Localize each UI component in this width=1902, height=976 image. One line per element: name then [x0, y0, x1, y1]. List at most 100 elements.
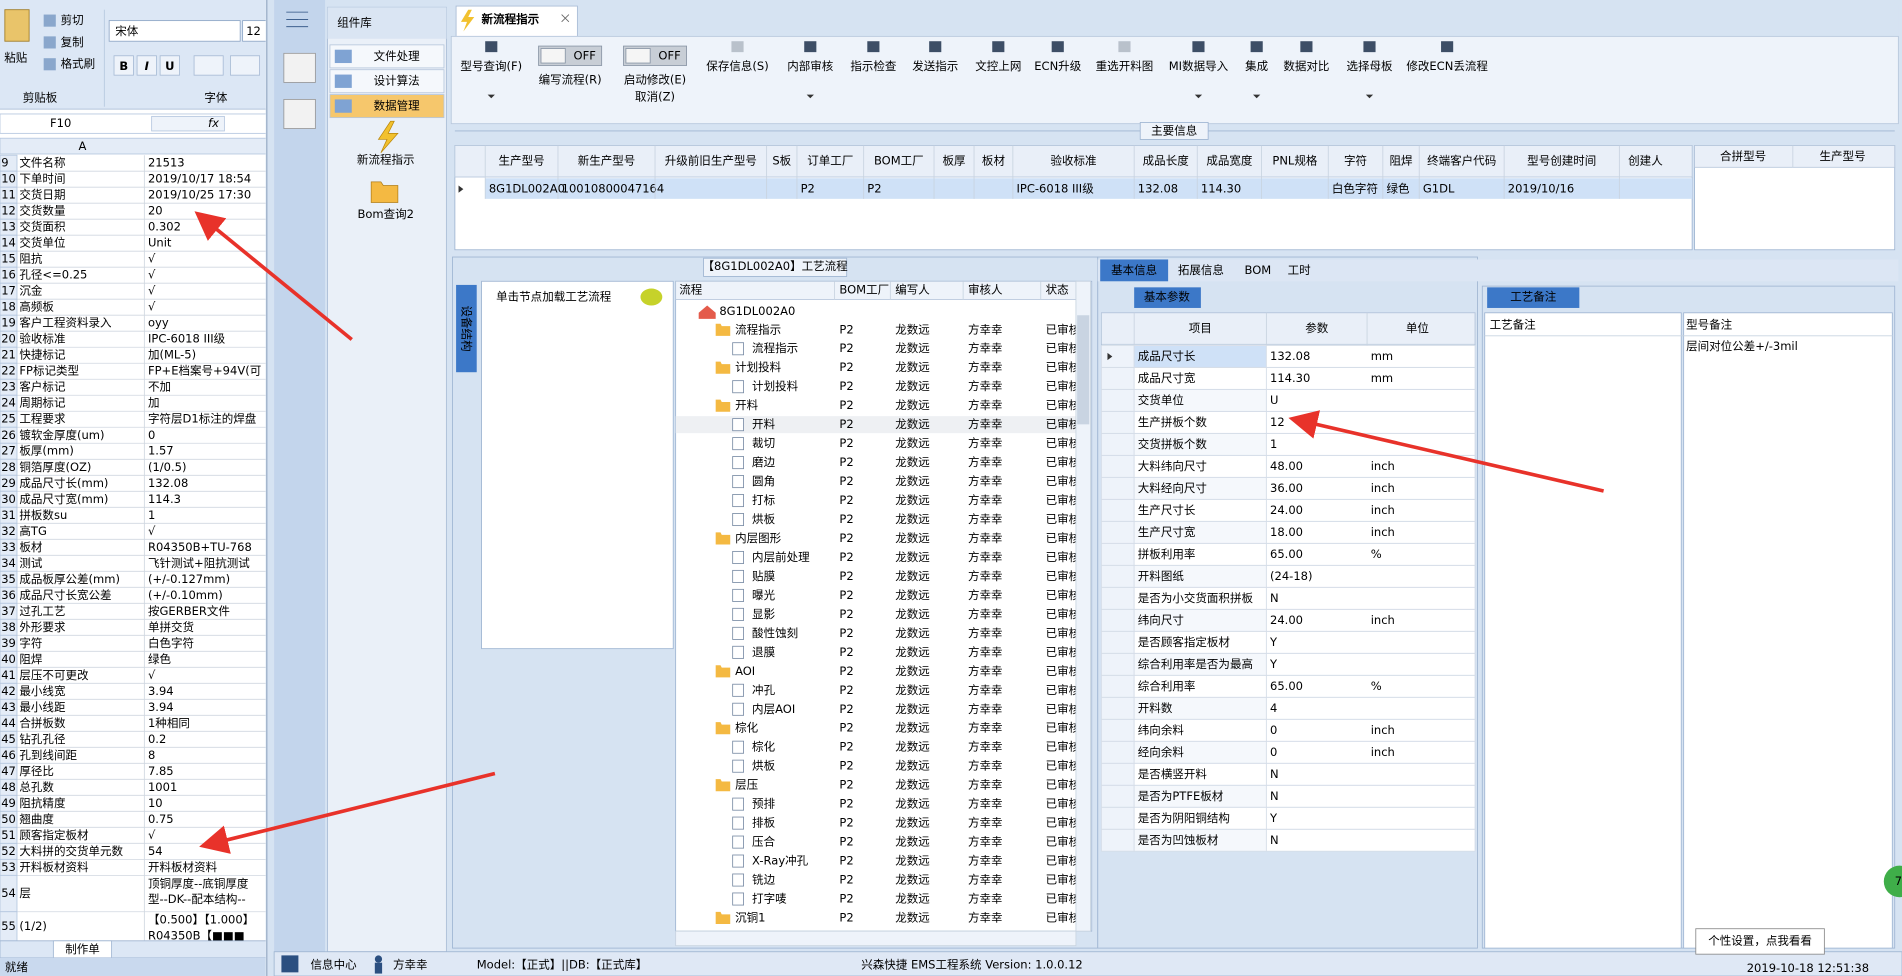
sidebar-item-label[interactable]: 设计算法: [374, 74, 420, 88]
tree-node[interactable]: 棕化: [752, 740, 776, 754]
tree-node[interactable]: 冲孔: [752, 683, 776, 697]
ribbon-button[interactable]: 粘贴: [4, 51, 28, 65]
tree-node[interactable]: 预排: [752, 797, 776, 811]
tree-node[interactable]: 打标: [752, 493, 776, 507]
border-button[interactable]: [193, 55, 224, 76]
toolbar-button[interactable]: 指示检查: [850, 59, 897, 73]
detail-tab[interactable]: [1100, 259, 1169, 282]
toolbar-icon: [1363, 41, 1376, 53]
notes-tab-label[interactable]: 工艺备注: [1510, 290, 1557, 304]
tree-node[interactable]: 棕化: [735, 721, 759, 735]
tree-cell: 龙数远: [895, 455, 930, 469]
tree-node[interactable]: 层压: [735, 778, 758, 792]
tree-node[interactable]: 打字唛: [752, 892, 787, 906]
cell-value: √: [148, 668, 156, 682]
detail-tab-label[interactable]: 拓展信息: [1178, 263, 1224, 277]
ribbon-button[interactable]: 复制: [61, 35, 84, 49]
tree-node[interactable]: 烘板: [752, 759, 776, 773]
toolbar-button[interactable]: 数据对比: [1283, 59, 1329, 73]
format-button[interactable]: [136, 55, 157, 76]
font-name-box[interactable]: [108, 20, 241, 42]
tree-node[interactable]: 曝光: [752, 588, 776, 602]
tree-node[interactable]: 圆角: [752, 474, 775, 488]
detail-tab[interactable]: [1170, 259, 1232, 282]
format-button-label[interactable]: B: [119, 59, 128, 73]
tree-node[interactable]: 退膜: [752, 645, 776, 659]
tree-node[interactable]: 开料: [735, 398, 759, 412]
toolbar-button[interactable]: 编写流程(R): [539, 73, 602, 87]
sub-tab-label[interactable]: 基本参数: [1144, 290, 1191, 304]
tree-node[interactable]: 裁切: [752, 436, 775, 450]
tree-node[interactable]: 贴膜: [752, 569, 776, 583]
tree-node[interactable]: 酸性蚀刻: [752, 626, 798, 640]
column-header: 创建人: [1628, 154, 1663, 168]
format-button[interactable]: [113, 55, 134, 76]
sidebar-item[interactable]: [329, 44, 445, 69]
toolbar-button[interactable]: 保存信息(S): [706, 59, 768, 73]
detail-tab[interactable]: [1243, 259, 1273, 282]
sheet-tab-label[interactable]: 制作单: [65, 942, 100, 956]
detail-tab[interactable]: [1283, 259, 1315, 282]
toolbar-button[interactable]: 重选开料图: [1096, 59, 1154, 73]
tool-label[interactable]: Bom查询2: [357, 207, 414, 221]
toolbar-button[interactable]: 型号查询(F): [460, 59, 522, 73]
param-value: 0: [1270, 723, 1277, 737]
font-size-box[interactable]: [242, 20, 270, 42]
tree-node[interactable]: 压合: [752, 835, 776, 849]
tree-node[interactable]: AOI: [735, 664, 755, 678]
toolbar-button[interactable]: 内部审核: [787, 59, 834, 73]
detail-tab-label[interactable]: 基本信息: [1111, 263, 1157, 277]
detail-tab-label[interactable]: BOM: [1245, 263, 1272, 277]
tree-node[interactable]: 开料: [752, 417, 776, 431]
notes-tab[interactable]: [1487, 287, 1580, 308]
tree-node[interactable]: 烘板: [752, 512, 776, 526]
tree-node[interactable]: 计划投料: [735, 360, 782, 374]
tree-node[interactable]: 内层图形: [735, 531, 782, 545]
format-button[interactable]: [159, 55, 180, 76]
tree-node[interactable]: 磨边: [752, 455, 776, 469]
toolbar-button[interactable]: MI数据导入: [1169, 59, 1229, 73]
toolbar-button[interactable]: 选择母板: [1346, 59, 1393, 73]
format-button-label[interactable]: U: [165, 59, 174, 73]
row-indicator: [458, 185, 464, 193]
sidebar-item[interactable]: [329, 69, 445, 94]
toolbar-button[interactable]: 取消(Z): [635, 89, 675, 103]
status-text[interactable]: 信息中心: [311, 958, 358, 972]
toolbar-button[interactable]: 发送指示: [912, 59, 958, 73]
toolbar-button[interactable]: 集成: [1245, 59, 1269, 73]
tool-label[interactable]: 新流程指示: [357, 153, 415, 167]
tree-cell: 方幸幸: [968, 607, 1003, 621]
tree-node[interactable]: 内层AOI: [752, 702, 795, 716]
side-tab[interactable]: [456, 284, 477, 373]
fill-button[interactable]: [230, 55, 261, 76]
cell-value: 1: [148, 508, 155, 522]
tree-node[interactable]: 流程指示: [735, 322, 781, 336]
ribbon-button[interactable]: 格式刷: [61, 57, 96, 71]
tree-node[interactable]: X-Ray冲孔: [752, 854, 809, 868]
sidebar-item-label[interactable]: 数据管理: [374, 99, 421, 113]
tree-node[interactable]: 铣边: [752, 873, 776, 887]
sidebar-item-label[interactable]: 文件处理: [374, 49, 421, 63]
toolbar-button[interactable]: 文控上网: [975, 59, 1021, 73]
ribbon-button[interactable]: 剪切: [61, 13, 84, 27]
column-header: 成品长度: [1143, 154, 1190, 168]
tree-node[interactable]: 排板: [752, 816, 776, 830]
selected-row[interactable]: [485, 178, 1693, 199]
document-tab-label[interactable]: 新流程指示: [482, 12, 540, 26]
tree-node[interactable]: 沉铜1: [735, 910, 765, 924]
grid-cell: 132.08: [1138, 182, 1178, 196]
detail-tab-label[interactable]: 工时: [1288, 263, 1312, 277]
format-button-label[interactable]: I: [145, 59, 150, 73]
tree-node[interactable]: 显影: [752, 607, 776, 621]
toolbar-button[interactable]: 修改ECN丢流程: [1406, 59, 1488, 73]
tree-node[interactable]: 流程指示: [752, 341, 798, 355]
sub-tab[interactable]: [1134, 287, 1201, 308]
toolbar-button[interactable]: ECN升级: [1034, 59, 1081, 73]
sidebar-item[interactable]: [329, 94, 445, 119]
row-indicator-cell: [1100, 653, 1135, 676]
side-tab-label[interactable]: 设备结构: [459, 306, 473, 352]
toolbar-button[interactable]: 启动修改(E): [624, 73, 686, 87]
tree-node[interactable]: 计划投料: [752, 379, 799, 393]
document-tab[interactable]: [455, 5, 578, 37]
tree-node[interactable]: 内层前处理: [752, 550, 810, 564]
